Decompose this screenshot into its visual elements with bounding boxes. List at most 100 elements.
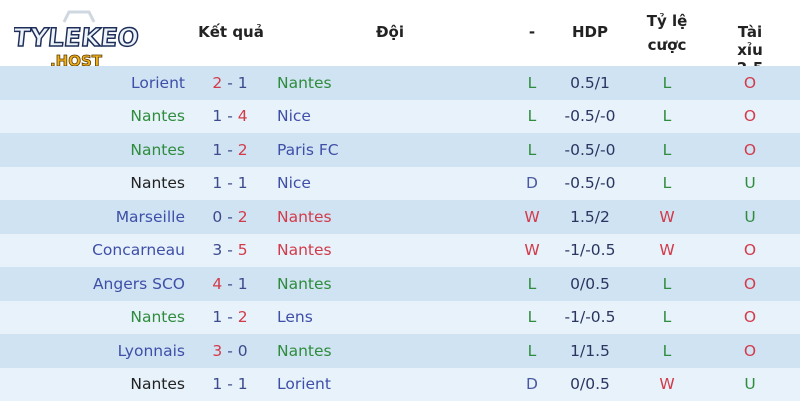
- header-result: Kết quả: [198, 23, 264, 41]
- odds-result: L: [663, 141, 672, 159]
- away-team: Nice: [277, 107, 311, 125]
- away-score: 1: [238, 74, 248, 92]
- over-under-result: O: [744, 275, 756, 293]
- match-result: L: [528, 342, 537, 360]
- handicap: 0.5/1: [570, 74, 610, 92]
- header-odds-line1: Tỷ lệ: [647, 12, 688, 30]
- away-score: 4: [238, 107, 248, 125]
- match-result: L: [528, 275, 537, 293]
- away-team: Lens: [277, 308, 313, 326]
- over-under-result: O: [744, 342, 756, 360]
- home-team: Marseille: [116, 208, 185, 226]
- home-team: Lyonnais: [118, 342, 185, 360]
- header-team: Đội: [376, 23, 404, 41]
- match-result: L: [528, 107, 537, 125]
- away-score: 5: [238, 241, 248, 259]
- handicap: 1.5/2: [570, 208, 610, 226]
- odds-result: L: [663, 74, 672, 92]
- home-team: Nantes: [130, 308, 185, 326]
- home-score: 1: [212, 375, 222, 393]
- home-team: Nantes: [130, 174, 185, 192]
- score: 3 - 0: [212, 342, 247, 360]
- score: 0 - 2: [212, 208, 247, 226]
- odds-result: W: [659, 208, 674, 226]
- handicap: 0/0.5: [570, 375, 610, 393]
- odds-result: W: [659, 375, 674, 393]
- table-row[interactable]: Nantes 1 - 4 Nice L -0.5/-0 L O: [0, 100, 800, 134]
- table-row[interactable]: Concarneau 3 - 5 Nantes W -1/-0.5 W O: [0, 234, 800, 268]
- match-result: W: [524, 241, 539, 259]
- score: 2 - 1: [212, 74, 247, 92]
- handicap: -0.5/-0: [565, 174, 616, 192]
- over-under-result: O: [744, 107, 756, 125]
- away-score: 2: [238, 141, 248, 159]
- table-body: Lorient 2 - 1 Nantes L 0.5/1 L O Nantes 1 - 4 Nic…: [0, 66, 800, 401]
- home-score: 4: [212, 275, 222, 293]
- handicap: 1/1.5: [570, 342, 610, 360]
- match-result: L: [528, 308, 537, 326]
- away-team: Nantes: [277, 208, 332, 226]
- over-under-result: U: [744, 174, 755, 192]
- home-score: 3: [212, 241, 222, 259]
- handicap: -1/-0.5: [565, 241, 616, 259]
- match-result: D: [526, 174, 538, 192]
- home-score: 1: [212, 107, 222, 125]
- over-under-result: O: [744, 241, 756, 259]
- home-score: 1: [212, 174, 222, 192]
- match-result: L: [528, 74, 537, 92]
- away-team: Nice: [277, 174, 311, 192]
- score: 3 - 5: [212, 241, 247, 259]
- away-score: 2: [238, 208, 248, 226]
- table-row[interactable]: Nantes 1 - 1 Nice D -0.5/-0 L U: [0, 167, 800, 201]
- match-result: L: [528, 141, 537, 159]
- home-score: 0: [212, 208, 222, 226]
- over-under-result: U: [744, 375, 755, 393]
- score: 1 - 1: [212, 375, 247, 393]
- handicap: -0.5/-0: [565, 141, 616, 159]
- over-under-result: O: [744, 141, 756, 159]
- score: 1 - 2: [212, 308, 247, 326]
- header-hdp: HDP: [572, 23, 608, 41]
- handicap: -0.5/-0: [565, 107, 616, 125]
- home-team: Nantes: [130, 107, 185, 125]
- away-score: 1: [238, 174, 248, 192]
- odds-result: L: [663, 107, 672, 125]
- table-header: Kết quả Đội - HDP Tỷ lệ cược Tài xỉu 2.5: [0, 0, 800, 66]
- home-score: 2: [212, 74, 222, 92]
- away-team: Nantes: [277, 74, 332, 92]
- away-team: Paris FC: [277, 141, 339, 159]
- over-under-result: U: [744, 208, 755, 226]
- away-team: Nantes: [277, 275, 332, 293]
- over-under-result: O: [744, 308, 756, 326]
- away-score: 2: [238, 308, 248, 326]
- odds-result: L: [663, 275, 672, 293]
- home-team: Angers SCO: [93, 275, 185, 293]
- away-score: 0: [238, 342, 248, 360]
- home-team: Nantes: [130, 375, 185, 393]
- home-team: Concarneau: [92, 241, 185, 259]
- match-result: D: [526, 375, 538, 393]
- header-odds-line2: cược: [648, 36, 687, 54]
- home-team: Lorient: [131, 74, 185, 92]
- score: 1 - 1: [212, 174, 247, 192]
- score: 1 - 4: [212, 107, 247, 125]
- away-team: Nantes: [277, 241, 332, 259]
- odds-result: W: [659, 241, 674, 259]
- away-team: Lorient: [277, 375, 331, 393]
- odds-result: L: [663, 308, 672, 326]
- home-score: 1: [212, 308, 222, 326]
- home-team: Nantes: [130, 141, 185, 159]
- table-row[interactable]: Nantes 1 - 1 Lorient D 0/0.5 W U: [0, 368, 800, 401]
- odds-result: L: [663, 174, 672, 192]
- away-score: 1: [238, 375, 248, 393]
- home-score: 1: [212, 141, 222, 159]
- handicap: 0/0.5: [570, 275, 610, 293]
- away-score: 1: [238, 275, 248, 293]
